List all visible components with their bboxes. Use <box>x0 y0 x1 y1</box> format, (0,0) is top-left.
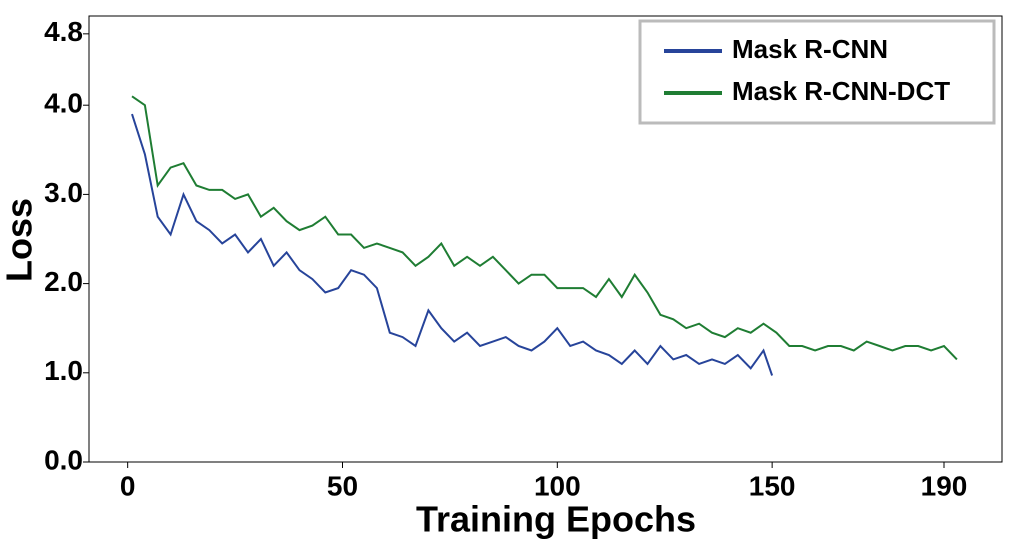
y-tick-label: 3.0 <box>44 177 83 208</box>
x-axis-label: Training Epochs <box>416 499 696 540</box>
legend-label: Mask R-CNN <box>732 34 888 64</box>
y-tick-label: 1.0 <box>44 355 83 386</box>
x-tick-label: 50 <box>327 470 358 501</box>
series-line <box>131 113 774 376</box>
y-tick-label: 4.8 <box>44 16 83 47</box>
x-tick-label: 190 <box>921 470 968 501</box>
y-tick-label: 0.0 <box>44 444 83 475</box>
legend-label: Mask R-CNN-DCT <box>732 76 950 106</box>
legend-box <box>638 19 996 125</box>
y-tick-label: 2.0 <box>44 266 83 297</box>
x-tick-label: 150 <box>749 470 796 501</box>
series-line <box>131 95 958 361</box>
x-tick-label: 0 <box>120 470 136 501</box>
y-tick-label: 4.0 <box>44 88 83 119</box>
y-axis-label: Loss <box>0 198 40 282</box>
plot-frame <box>88 15 1003 463</box>
x-tick-label: 100 <box>534 470 581 501</box>
